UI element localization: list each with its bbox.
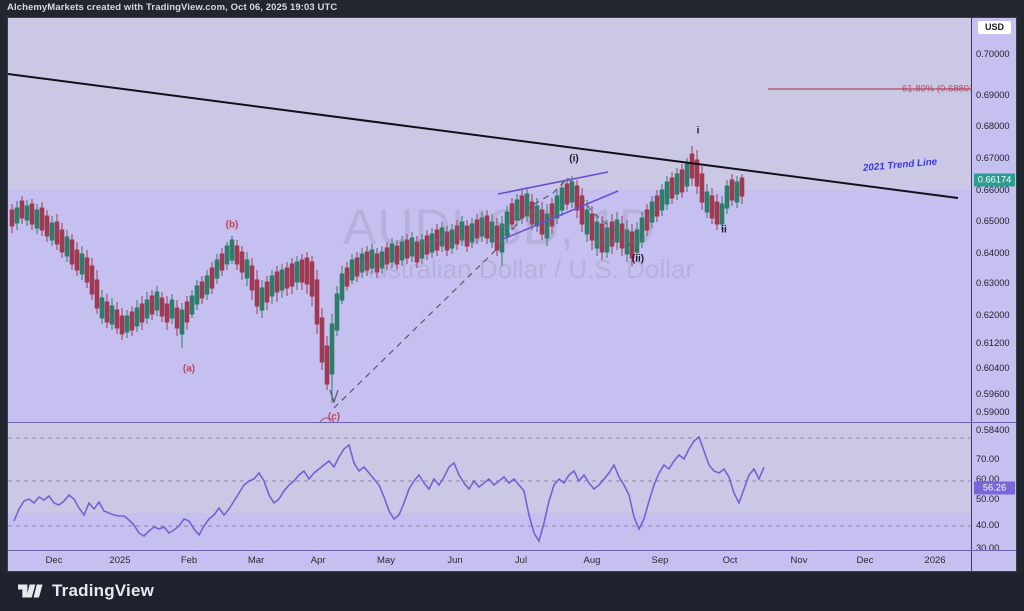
price-tick: 0.63000 bbox=[976, 278, 1010, 288]
currency-chip: USD bbox=[978, 21, 1011, 34]
wave-label-a: (a) bbox=[182, 363, 196, 375]
time-tick: Apr bbox=[310, 555, 326, 566]
rsi-tick: 50.00 bbox=[976, 494, 1000, 504]
wave-projection-path bbox=[333, 177, 639, 409]
pane-divider[interactable] bbox=[8, 422, 971, 423]
time-tick: 2025 bbox=[109, 555, 131, 566]
price-tick: 0.60400 bbox=[976, 363, 1010, 373]
wave-label-b: (b) bbox=[225, 219, 239, 231]
price-axis[interactable]: USD 0.70000 0.69000 0.68000 0.67000 0.66… bbox=[971, 18, 1016, 571]
rsi-tick: 60.00 bbox=[976, 474, 1000, 484]
rsi-line bbox=[13, 435, 765, 543]
price-tick: 0.58400 bbox=[976, 425, 1010, 435]
price-tick: 0.59000 bbox=[976, 407, 1010, 417]
time-tick: Nov bbox=[790, 555, 808, 566]
time-tick: 2026 bbox=[924, 555, 946, 566]
price-tick: 0.65000 bbox=[976, 216, 1010, 226]
channel-upper-line bbox=[497, 171, 609, 195]
rsi-divider[interactable] bbox=[8, 550, 971, 551]
time-tick: Dec bbox=[856, 555, 874, 566]
price-tick: 0.66000 bbox=[976, 185, 1010, 195]
rsi-tick: 30.00 bbox=[976, 543, 1000, 553]
tradingview-mark-icon bbox=[18, 584, 43, 598]
wave-label-ii: ii bbox=[721, 224, 727, 236]
price-tick: 0.62000 bbox=[976, 310, 1010, 320]
price-tick: 0.68000 bbox=[976, 121, 1010, 131]
wave-label-i-minor: (i) bbox=[569, 153, 579, 165]
rsi-tick: 70.00 bbox=[976, 454, 1000, 464]
axis-divider-rsi bbox=[971, 550, 1016, 551]
price-tick: 0.61200 bbox=[976, 338, 1010, 348]
rsi-tick: 40.00 bbox=[976, 520, 1000, 530]
current-price-badge: 0.66174 bbox=[974, 173, 1015, 187]
fib-level-label: 61.80% (0.68801) bbox=[902, 83, 971, 95]
price-tick: 0.70000 bbox=[976, 49, 1010, 59]
axis-divider-price bbox=[971, 422, 1016, 423]
footer-bar bbox=[0, 573, 1024, 611]
tradingview-logo[interactable]: TradingView bbox=[18, 581, 154, 601]
time-tick: Aug bbox=[583, 555, 601, 566]
wave-label-i: i bbox=[696, 125, 700, 137]
trend-line-2021 bbox=[8, 73, 959, 199]
time-tick: Jun bbox=[447, 555, 463, 566]
time-tick: Jul bbox=[514, 555, 528, 566]
tradingview-wordmark: TradingView bbox=[52, 581, 155, 600]
rsi-pane[interactable] bbox=[8, 423, 971, 550]
time-tick: Sep bbox=[651, 555, 669, 566]
chart-frame: .up{stroke:#2e7d6b;fill:#2e7d6b;} .dn{st… bbox=[7, 17, 1017, 572]
down-arrow-icon bbox=[329, 389, 339, 404]
channel-lower-line bbox=[500, 190, 619, 241]
time-tick: Oct bbox=[722, 555, 738, 566]
attribution-text: AlchemyMarkets created with TradingView.… bbox=[7, 2, 338, 13]
price-pane[interactable]: .up{stroke:#2e7d6b;fill:#2e7d6b;} .dn{st… bbox=[8, 18, 971, 422]
time-tick: May bbox=[377, 555, 395, 566]
price-pane-upper-band bbox=[8, 18, 971, 190]
price-series-canvas: .up{stroke:#2e7d6b;fill:#2e7d6b;} .dn{st… bbox=[8, 73, 971, 409]
price-tick: 0.67000 bbox=[976, 153, 1010, 163]
header-bar: AlchemyMarkets created with TradingView.… bbox=[0, 0, 1024, 16]
rsi-value-badge: 56.26 bbox=[974, 481, 1015, 495]
rsi-series-canvas bbox=[8, 435, 971, 543]
price-tick: 0.64000 bbox=[976, 248, 1010, 258]
wave-label-c: (c) bbox=[327, 411, 341, 423]
time-tick: Mar bbox=[247, 555, 265, 566]
wave-label-ii-minor: (ii) bbox=[631, 253, 645, 265]
time-axis[interactable]: Dec 2025 Feb Mar Apr May Jun Jul Aug Sep… bbox=[8, 551, 971, 571]
time-tick: Feb bbox=[180, 555, 198, 566]
price-tick: 0.69000 bbox=[976, 90, 1010, 100]
time-tick: Dec bbox=[45, 555, 63, 566]
candlestick-group bbox=[9, 146, 745, 403]
price-tick: 0.59600 bbox=[976, 389, 1010, 399]
